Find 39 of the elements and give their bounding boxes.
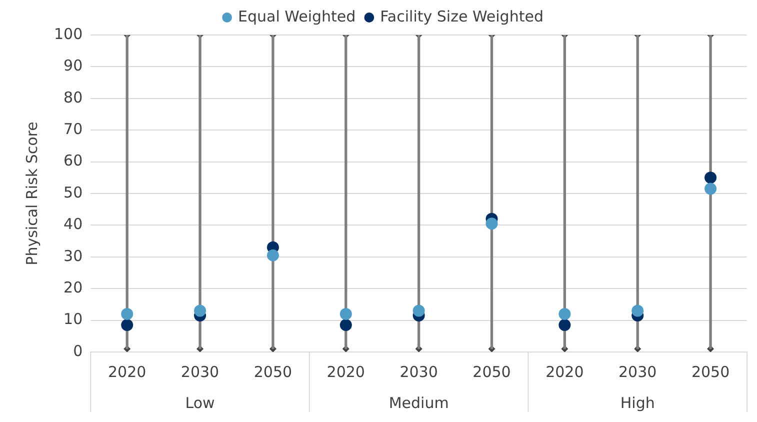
point xyxy=(412,304,425,317)
y-tick-label: 100 xyxy=(54,24,83,43)
x-tick-label: 2020 xyxy=(108,362,146,381)
y-tick-label: 0 xyxy=(73,342,83,360)
text: Low xyxy=(185,394,215,412)
point xyxy=(704,182,717,195)
point xyxy=(340,308,352,320)
point xyxy=(632,304,644,317)
x-tick-label: 2050 xyxy=(472,362,511,381)
x-tick-label: 2020 xyxy=(326,362,365,381)
y-axis-title: Physical Risk Score xyxy=(22,122,41,266)
x-tick-label: 2030 xyxy=(180,362,220,381)
x-tick-label: 2030 xyxy=(618,362,657,381)
point xyxy=(704,172,717,184)
text: Medium xyxy=(388,394,449,412)
point xyxy=(121,308,134,320)
y-tick-label: 40 xyxy=(64,215,83,234)
y-tick-label: 60 xyxy=(64,152,83,170)
point xyxy=(194,304,206,317)
y-tick-label: 90 xyxy=(64,56,83,75)
y-tick-label: 30 xyxy=(64,246,83,265)
y-tick-label: 20 xyxy=(64,278,83,296)
legend-label: Equal Weighted xyxy=(238,7,356,26)
x-tick-label: 2050 xyxy=(691,362,730,381)
y-tick-label: 70 xyxy=(64,120,83,138)
point xyxy=(266,249,279,262)
legend-label: Facility Size Weighted xyxy=(380,7,544,26)
x-tick-label: 2030 xyxy=(400,362,438,381)
y-tick-label: 80 xyxy=(64,88,83,106)
point xyxy=(486,218,498,230)
x-tick-label: 2050 xyxy=(254,362,292,381)
text: High xyxy=(620,394,655,412)
point xyxy=(121,319,134,332)
x-tick-label: 2020 xyxy=(546,362,584,381)
y-tick-label: 50 xyxy=(64,183,83,202)
point xyxy=(558,319,571,332)
y-tick-label: 10 xyxy=(64,310,83,328)
point xyxy=(558,308,571,320)
point xyxy=(340,319,352,332)
